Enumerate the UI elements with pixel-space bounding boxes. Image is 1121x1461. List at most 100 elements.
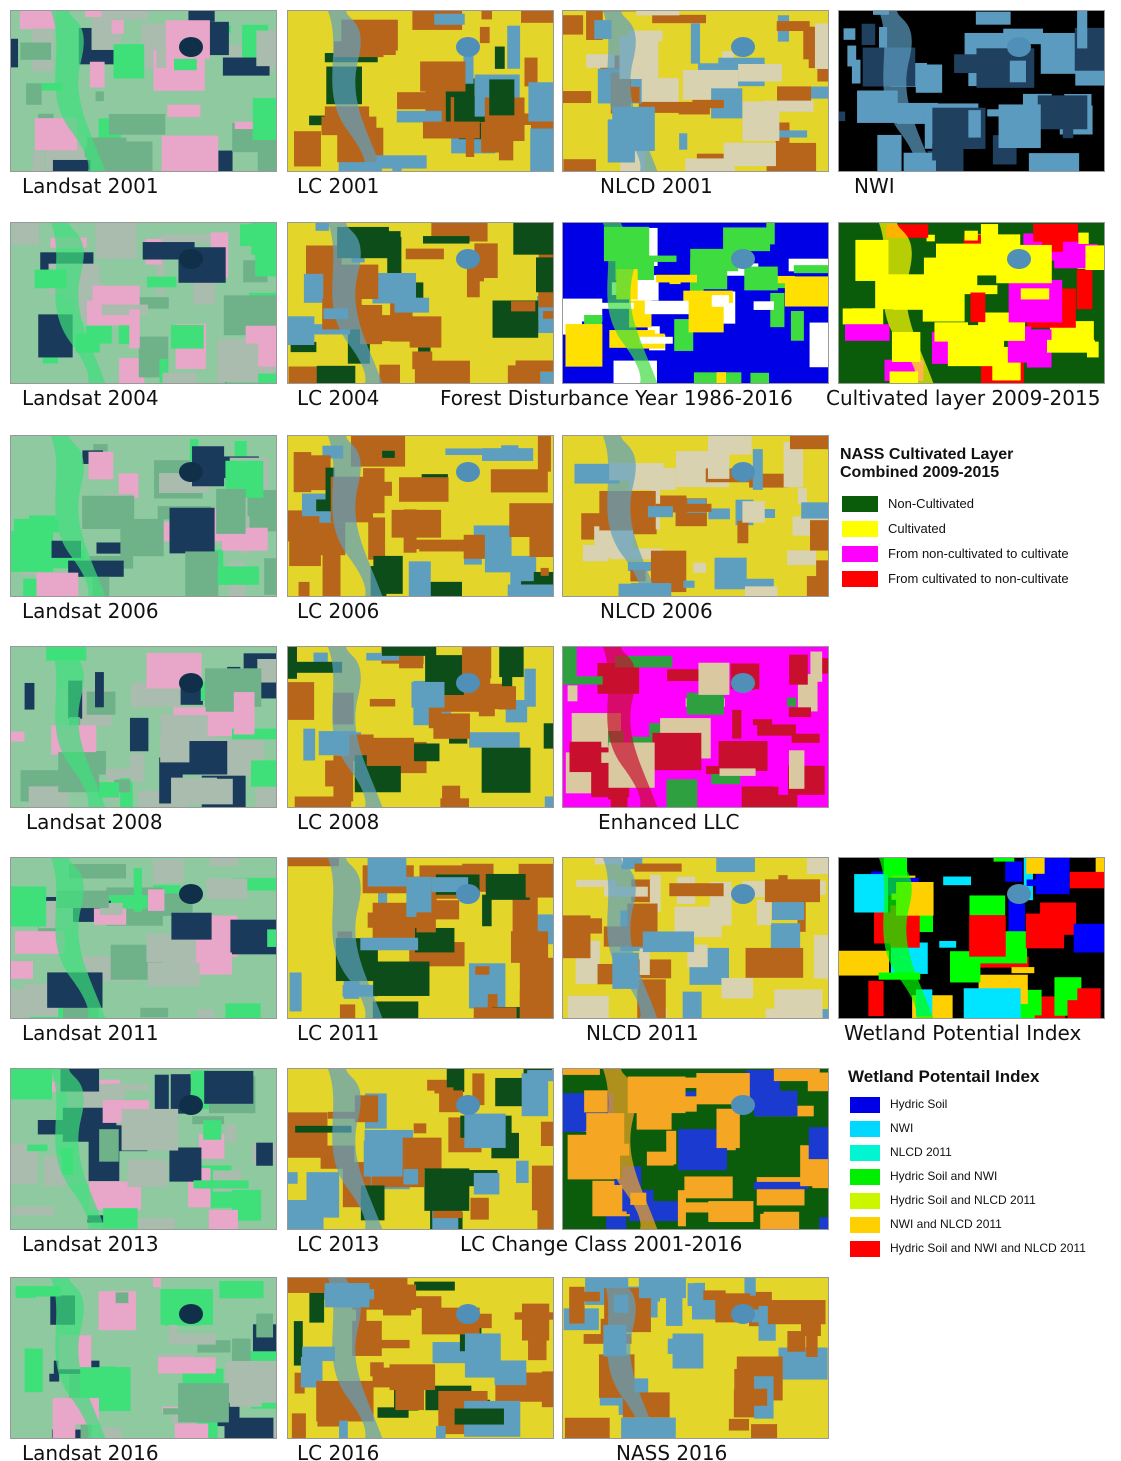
map-patch bbox=[469, 732, 520, 747]
map-patch bbox=[683, 992, 702, 1019]
legend-label: Hydric Soil and NLCD 2011 bbox=[890, 1193, 1036, 1207]
map-patch bbox=[253, 98, 277, 140]
panel-label: LC 2013 bbox=[297, 1232, 379, 1256]
map-patch bbox=[999, 104, 1041, 148]
map-panel bbox=[287, 1277, 554, 1439]
map-patch bbox=[724, 143, 776, 166]
map-patch bbox=[303, 729, 315, 761]
map-patch bbox=[1067, 1000, 1087, 1019]
map-patch bbox=[868, 981, 883, 1016]
map-patch bbox=[716, 858, 755, 872]
map-patch bbox=[693, 563, 706, 573]
map-patch bbox=[847, 46, 856, 67]
map-patch bbox=[288, 682, 314, 720]
map-image bbox=[839, 11, 1105, 172]
map-patch bbox=[737, 521, 748, 543]
map-patch bbox=[11, 989, 26, 1019]
map-patch bbox=[299, 582, 310, 597]
map-patch bbox=[639, 1278, 686, 1298]
map-image bbox=[288, 1069, 554, 1230]
map-patch bbox=[420, 61, 465, 91]
map-patch bbox=[475, 966, 489, 974]
map-patch bbox=[225, 1125, 236, 1143]
map-patch bbox=[466, 138, 474, 157]
map-patch bbox=[731, 249, 755, 269]
map-patch bbox=[964, 988, 1021, 1019]
map-patch bbox=[731, 673, 755, 693]
figure: Landsat 2001LC 2001NLCD 2001NWILandsat 2… bbox=[0, 0, 1121, 1461]
map-patch bbox=[20, 42, 51, 59]
map-patch bbox=[290, 972, 302, 1011]
map-patch bbox=[140, 1008, 168, 1017]
map-patch bbox=[1077, 11, 1087, 48]
map-patch bbox=[1026, 858, 1044, 874]
map-patch bbox=[491, 469, 548, 492]
map-patch bbox=[666, 1131, 676, 1165]
map-patch bbox=[481, 11, 492, 19]
map-patch bbox=[109, 114, 165, 135]
map-patch bbox=[489, 79, 514, 115]
map-patch bbox=[524, 58, 537, 87]
map-image bbox=[11, 11, 277, 172]
map-patch bbox=[511, 931, 548, 963]
map-patch bbox=[127, 1159, 167, 1187]
map-patch bbox=[845, 324, 890, 341]
map-patch bbox=[744, 267, 777, 291]
map-patch bbox=[583, 545, 609, 561]
map-patch bbox=[545, 796, 554, 808]
map-patch bbox=[932, 145, 963, 172]
map-patch bbox=[1047, 340, 1095, 353]
map-patch bbox=[102, 305, 148, 316]
map-patch bbox=[131, 1218, 175, 1230]
map-patch bbox=[1026, 914, 1064, 949]
panel-label: Wetland Potential Index bbox=[844, 1021, 1081, 1045]
map-patch bbox=[1074, 924, 1105, 953]
map-patch bbox=[790, 436, 829, 449]
map-patch bbox=[720, 768, 756, 776]
map-patch bbox=[511, 301, 535, 311]
map-patch bbox=[529, 534, 554, 557]
map-panel bbox=[10, 646, 277, 808]
map-patch bbox=[456, 673, 480, 693]
map-patch bbox=[225, 1418, 274, 1439]
map-patch bbox=[532, 1166, 554, 1211]
map-patch bbox=[1085, 245, 1105, 270]
map-patch bbox=[395, 298, 430, 313]
map-patch bbox=[436, 1426, 446, 1439]
map-patch bbox=[543, 311, 554, 319]
map-patch bbox=[673, 1334, 704, 1369]
panel-label: NWI bbox=[854, 174, 895, 198]
map-patch bbox=[456, 1304, 480, 1324]
map-patch bbox=[789, 750, 804, 789]
map-patch bbox=[162, 136, 219, 172]
map-patch bbox=[568, 996, 609, 1019]
map-patch bbox=[424, 1168, 469, 1210]
map-patch bbox=[789, 707, 811, 717]
map-patch bbox=[633, 256, 677, 262]
map-patch bbox=[753, 719, 772, 725]
map-patch bbox=[194, 1180, 249, 1188]
map-patch bbox=[206, 878, 247, 899]
map-patch bbox=[178, 1383, 229, 1422]
map-patch bbox=[791, 311, 804, 341]
map-patch bbox=[467, 273, 480, 297]
map-patch bbox=[794, 265, 829, 273]
map-patch bbox=[11, 886, 46, 926]
map-patch bbox=[129, 309, 139, 348]
legend-swatch bbox=[850, 1145, 880, 1161]
map-patch bbox=[541, 568, 549, 576]
map-patch bbox=[397, 1285, 416, 1310]
panel-label: NASS 2016 bbox=[616, 1441, 727, 1461]
map-patch bbox=[751, 1424, 777, 1439]
map-patch bbox=[536, 257, 554, 292]
legend-label: Hydric Soil and NWI and NLCD 2011 bbox=[890, 1241, 1086, 1255]
map-patch bbox=[757, 900, 771, 925]
map-patch bbox=[294, 131, 321, 166]
map-patch bbox=[25, 1348, 43, 1392]
map-image bbox=[11, 223, 277, 384]
panel-label: Enhanced LLC bbox=[598, 810, 740, 834]
map-patch bbox=[171, 778, 217, 804]
map-patch bbox=[217, 339, 258, 382]
map-patch bbox=[765, 879, 820, 902]
map-patch bbox=[708, 436, 729, 479]
